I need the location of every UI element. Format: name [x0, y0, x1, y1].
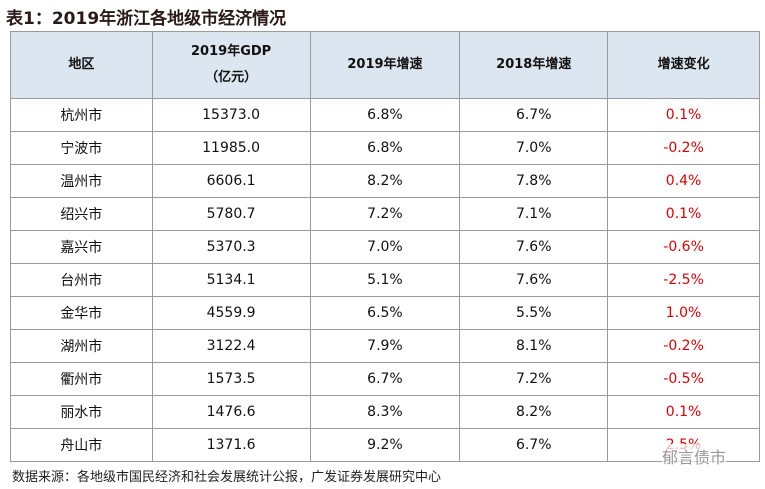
header-row: 地区 2019年GDP （亿元） 2019年增速 2018年增速 增速变化	[10, 31, 760, 99]
table-row: 金华市 4559.9 6.5% 5.5% 1.0%	[10, 296, 760, 330]
table-row: 宁波市 11985.0 6.8% 7.0% -0.2%	[10, 131, 760, 165]
region-cell: 湖州市	[10, 329, 153, 363]
value-cell: 4559.9	[151, 296, 311, 330]
value-cell: 5134.1	[151, 263, 311, 297]
region-cell: 绍兴市	[10, 197, 153, 231]
value-cell: 7.2%	[459, 362, 609, 396]
value-cell: -2.5%	[607, 263, 760, 297]
watermark: 郁言债市	[662, 444, 727, 468]
region-cell: 宁波市	[10, 131, 153, 165]
value-cell: 9.2%	[309, 428, 461, 462]
value-cell: 6.7%	[309, 362, 461, 396]
value-cell: 6.8%	[309, 98, 461, 132]
table-row: 台州市 5134.1 5.1% 7.6% -2.5%	[10, 263, 760, 297]
table-body: 杭州市 15373.0 6.8% 6.7% 0.1% 宁波市 11985.0 6.8% 7.0%…	[10, 98, 760, 462]
value-cell: 8.1%	[459, 329, 609, 363]
table-row: 衢州市 1573.5 6.7% 7.2% -0.5%	[10, 362, 760, 396]
value-cell: 6.7%	[459, 98, 609, 132]
header-cell: 2018年增速	[459, 31, 609, 99]
data-table: 地区 2019年GDP （亿元） 2019年增速 2018年增速 增速变化 杭州市 1537…	[10, 31, 760, 462]
value-cell: 5.1%	[309, 263, 461, 297]
value-cell: 8.2%	[459, 395, 609, 429]
value-cell: 1371.6	[151, 428, 311, 462]
table-row: 杭州市 15373.0 6.8% 6.7% 0.1%	[10, 98, 760, 132]
value-cell: 7.9%	[309, 329, 461, 363]
source-note: 数据来源：各地级市国民经济和社会发展统计公报，广发证券发展研究中心	[12, 470, 442, 485]
value-cell: 0.1%	[607, 395, 760, 429]
value-cell: 7.6%	[459, 230, 609, 264]
value-cell: 5370.3	[151, 230, 311, 264]
value-cell: 7.0%	[459, 131, 609, 165]
value-cell: 0.1%	[607, 197, 760, 231]
header-cell: 2019年GDP （亿元）	[151, 31, 311, 99]
header-cell: 增速变化	[607, 31, 760, 99]
value-cell: 1573.5	[151, 362, 311, 396]
region-cell: 金华市	[10, 296, 153, 330]
value-cell: 7.0%	[309, 230, 461, 264]
header-line: （亿元）	[205, 70, 258, 85]
value-cell: 1476.6	[151, 395, 311, 429]
value-cell: 8.3%	[309, 395, 461, 429]
value-cell: -0.6%	[607, 230, 760, 264]
value-cell: 11985.0	[151, 131, 311, 165]
header-line: 2019年GDP	[191, 44, 272, 59]
value-cell: -0.2%	[607, 329, 760, 363]
value-cell: 3122.4	[151, 329, 311, 363]
region-cell: 温州市	[10, 164, 153, 198]
region-cell: 嘉兴市	[10, 230, 153, 264]
header-cell: 2019年增速	[309, 31, 461, 99]
value-cell: 6.7%	[459, 428, 609, 462]
region-cell: 丽水市	[10, 395, 153, 429]
value-cell: 1.0%	[607, 296, 760, 330]
region-cell: 台州市	[10, 263, 153, 297]
value-cell: 0.4%	[607, 164, 760, 198]
value-cell: 8.2%	[309, 164, 461, 198]
value-cell: 7.6%	[459, 263, 609, 297]
value-cell: 15373.0	[151, 98, 311, 132]
table-title: 表1：2019年浙江各地级市经济情况	[6, 9, 287, 29]
value-cell: 7.1%	[459, 197, 609, 231]
region-cell: 杭州市	[10, 98, 153, 132]
table-row: 温州市 6606.1 8.2% 7.8% 0.4%	[10, 164, 760, 198]
value-cell: 7.2%	[309, 197, 461, 231]
table-row: 嘉兴市 5370.3 7.0% 7.6% -0.6%	[10, 230, 760, 264]
header-cell: 地区	[10, 31, 153, 99]
value-cell: 5780.7	[151, 197, 311, 231]
value-cell: 0.1%	[607, 98, 760, 132]
value-cell: 7.8%	[459, 164, 609, 198]
value-cell: 6606.1	[151, 164, 311, 198]
table-row: 丽水市 1476.6 8.3% 8.2% 0.1%	[10, 395, 760, 429]
value-cell: 6.8%	[309, 131, 461, 165]
region-cell: 舟山市	[10, 428, 153, 462]
region-cell: 衢州市	[10, 362, 153, 396]
value-cell: 5.5%	[459, 296, 609, 330]
value-cell: -0.5%	[607, 362, 760, 396]
value-cell: -0.2%	[607, 131, 760, 165]
value-cell: 6.5%	[309, 296, 461, 330]
table-row: 湖州市 3122.4 7.9% 8.1% -0.2%	[10, 329, 760, 363]
table-row: 绍兴市 5780.7 7.2% 7.1% 0.1%	[10, 197, 760, 231]
